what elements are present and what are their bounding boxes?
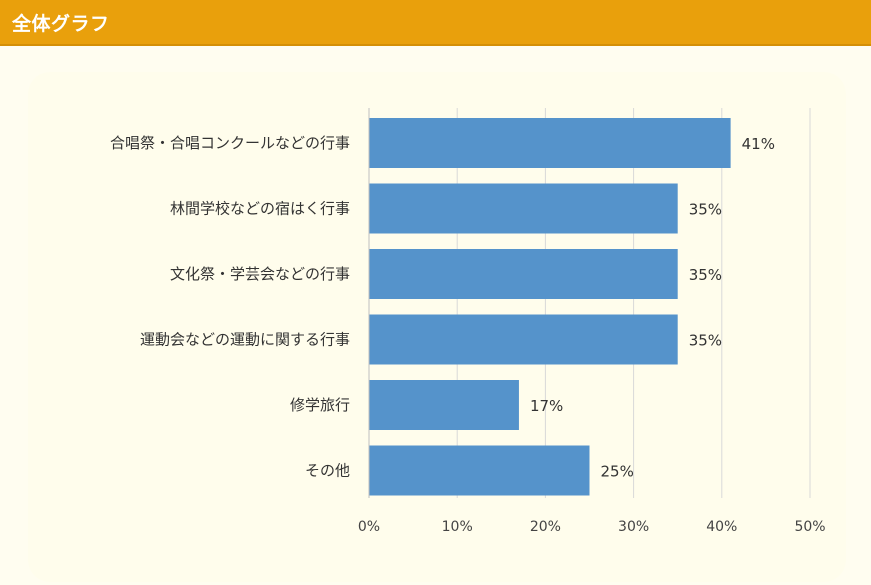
x-tick-label: 30% bbox=[618, 519, 649, 535]
bar bbox=[369, 380, 519, 430]
category-label: 運動会などの運動に関する行事 bbox=[140, 331, 350, 349]
data-label: 17% bbox=[530, 397, 563, 415]
data-label: 41% bbox=[742, 135, 775, 153]
bar bbox=[369, 118, 731, 168]
bar bbox=[369, 445, 590, 496]
bars bbox=[369, 118, 731, 496]
data-label: 35% bbox=[689, 332, 722, 350]
category-label: 文化祭・学芸会などの行事 bbox=[170, 265, 350, 283]
x-tick-label: 0% bbox=[358, 519, 380, 535]
bar bbox=[369, 249, 678, 299]
grid-lines bbox=[456, 108, 811, 498]
data-label: 35% bbox=[689, 201, 722, 219]
bar bbox=[369, 314, 678, 365]
page-title: 全体グラフ bbox=[12, 13, 110, 35]
category-label: 修学旅行 bbox=[290, 396, 350, 414]
category-label: その他 bbox=[305, 462, 350, 480]
data-label: 35% bbox=[689, 266, 722, 284]
x-tick-label: 40% bbox=[706, 519, 737, 535]
x-tick-label: 50% bbox=[794, 519, 825, 535]
x-tick-label: 10% bbox=[442, 519, 473, 535]
header-bar: 全体グラフ bbox=[0, 0, 871, 46]
data-label: 25% bbox=[601, 463, 634, 481]
labels: 0% 10% 20% 30% 40% 50% 合唱祭・合唱コンクールなどの行事 41% 林間学校… bbox=[110, 134, 826, 535]
category-label: 合唱祭・合唱コンクールなどの行事 bbox=[110, 134, 350, 152]
category-label: 林間学校などの宿はく行事 bbox=[170, 200, 350, 218]
x-tick-label: 20% bbox=[530, 519, 561, 535]
bar bbox=[369, 183, 678, 234]
